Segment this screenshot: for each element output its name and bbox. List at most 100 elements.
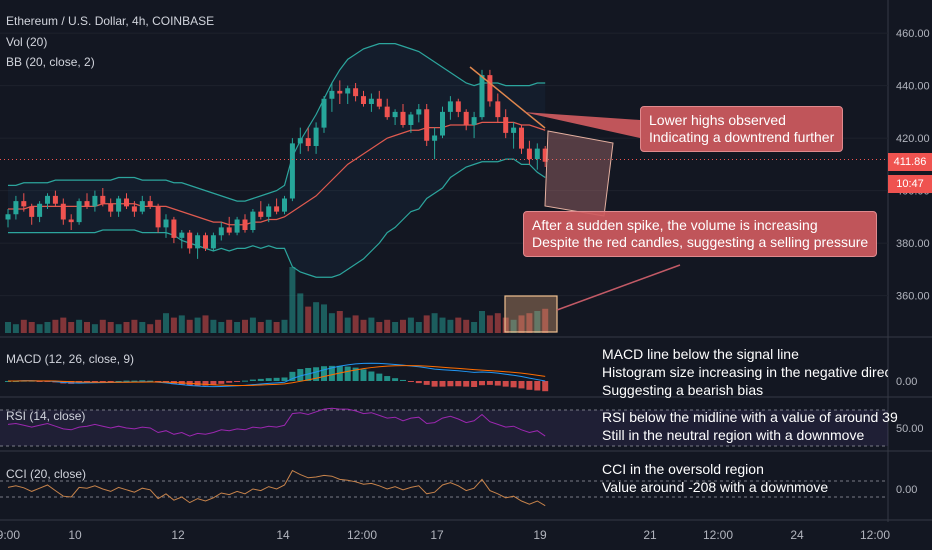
candle-body — [471, 117, 477, 125]
candle-body — [155, 206, 161, 228]
macd-histogram-bar — [218, 381, 225, 384]
cci-pane-label[interactable]: CCI (20, close) — [6, 467, 87, 481]
x-tick-label: 17 — [430, 528, 444, 542]
volume-bar — [139, 322, 146, 333]
macd-histogram-bar — [400, 379, 406, 381]
candle-body — [116, 198, 122, 212]
volume-callout-pointer — [556, 264, 681, 311]
macd-histogram-bar — [131, 380, 138, 382]
macd-histogram-bar — [494, 381, 501, 386]
candle-body — [329, 90, 335, 99]
volume-bar — [431, 313, 438, 333]
volume-bar — [147, 324, 154, 333]
volume-bar — [107, 322, 114, 333]
volume-callout: After a sudden spike, the volume is incr… — [523, 211, 878, 257]
candle-body — [384, 106, 390, 118]
candle-body — [519, 127, 524, 149]
volume-highlight-box — [504, 295, 558, 333]
candle-body — [195, 235, 201, 249]
macd-histogram-bar — [534, 381, 541, 391]
macd-histogram-bar — [431, 381, 438, 387]
volume-bar — [186, 319, 193, 333]
candle-body — [250, 211, 256, 230]
macd-histogram-bar — [392, 378, 399, 381]
macd-histogram-bar — [297, 369, 304, 381]
volume-bar — [542, 308, 549, 333]
volume-bar — [494, 313, 501, 333]
candle-body — [147, 201, 153, 207]
volume-bar — [415, 322, 422, 333]
rsi-pane-label[interactable]: RSI (14, close) — [6, 409, 86, 423]
macd-histogram-bar — [265, 378, 272, 381]
x-tick-label: 10 — [68, 528, 82, 542]
x-tick-label: 24 — [790, 528, 804, 542]
macd-histogram-bar — [352, 367, 359, 381]
volume-bar — [471, 322, 478, 333]
macd-histogram-bar — [486, 381, 493, 385]
rsi-axis-label: 50.00 — [896, 423, 924, 435]
macd-histogram-bar — [115, 381, 122, 382]
volume-bar — [518, 315, 525, 333]
y-tick-label: 380.00 — [896, 238, 930, 250]
candle-body — [226, 227, 232, 233]
candle-body — [487, 75, 493, 102]
candle-body — [163, 219, 169, 228]
candle-body — [455, 101, 461, 112]
note-line: Value around -208 with a downmove — [602, 479, 829, 495]
macd-pane-label[interactable]: MACD (12, 26, close, 9) — [6, 352, 135, 366]
callout-pointer — [523, 112, 640, 138]
candle-body — [258, 211, 264, 217]
x-tick-label: 12:00 — [703, 528, 733, 542]
macd-histogram-bar — [471, 381, 478, 387]
candle-body — [479, 75, 485, 118]
volume-bar — [20, 319, 27, 333]
volume-bar — [28, 322, 35, 333]
volume-indicator-label[interactable]: Vol (20) — [6, 35, 48, 49]
volume-bar — [392, 322, 399, 333]
x-tick-label: 21 — [643, 528, 657, 542]
volume-bar — [115, 324, 122, 333]
volume-bar — [526, 313, 533, 333]
candle-body — [534, 148, 540, 160]
candle-body — [84, 201, 90, 207]
candle-body — [108, 203, 114, 212]
note-line: Suggesting a bearish bias — [602, 382, 764, 398]
macd-histogram-bar — [376, 373, 383, 381]
candle-body — [495, 101, 501, 118]
x-tick-label: 12:00 — [347, 528, 377, 542]
volume-bar — [155, 319, 162, 333]
x-tick-label: 19 — [533, 528, 547, 542]
candle-body — [37, 203, 43, 217]
cci-axis-label: 0.00 — [896, 484, 917, 496]
volume-bar — [439, 317, 446, 333]
cci-note: CCI in the oversold region Value around … — [602, 460, 828, 496]
macd-histogram-bar — [321, 366, 327, 381]
candle-body — [242, 219, 248, 230]
volume-bar — [163, 313, 169, 333]
candle-body — [321, 98, 327, 128]
macd-histogram-bar — [344, 366, 351, 381]
bollinger-bands-label[interactable]: BB (20, close, 2) — [6, 55, 95, 69]
macd-histogram-bar — [407, 381, 414, 382]
volume-bar — [12, 324, 19, 333]
macd-histogram-bar — [447, 381, 454, 387]
candle-body — [210, 235, 216, 249]
volume-bar — [423, 315, 430, 333]
macd-histogram-bar — [502, 381, 509, 387]
volume-bar — [5, 322, 11, 333]
candle-body — [60, 203, 66, 220]
projection-box — [544, 130, 614, 217]
volume-bar — [352, 315, 359, 333]
macd-histogram-bar — [194, 381, 201, 386]
candle-body — [526, 148, 532, 160]
note-line: MACD line below the signal line — [602, 346, 799, 362]
macd-histogram-bar — [234, 381, 241, 382]
candle-body — [408, 114, 414, 125]
macd-histogram-bar — [202, 381, 209, 386]
macd-histogram-bar — [313, 367, 320, 381]
macd-histogram-bar — [249, 379, 256, 381]
macd-histogram-bar — [281, 377, 288, 381]
candle-body — [542, 148, 548, 162]
y-tick-label: 440.00 — [896, 81, 930, 93]
